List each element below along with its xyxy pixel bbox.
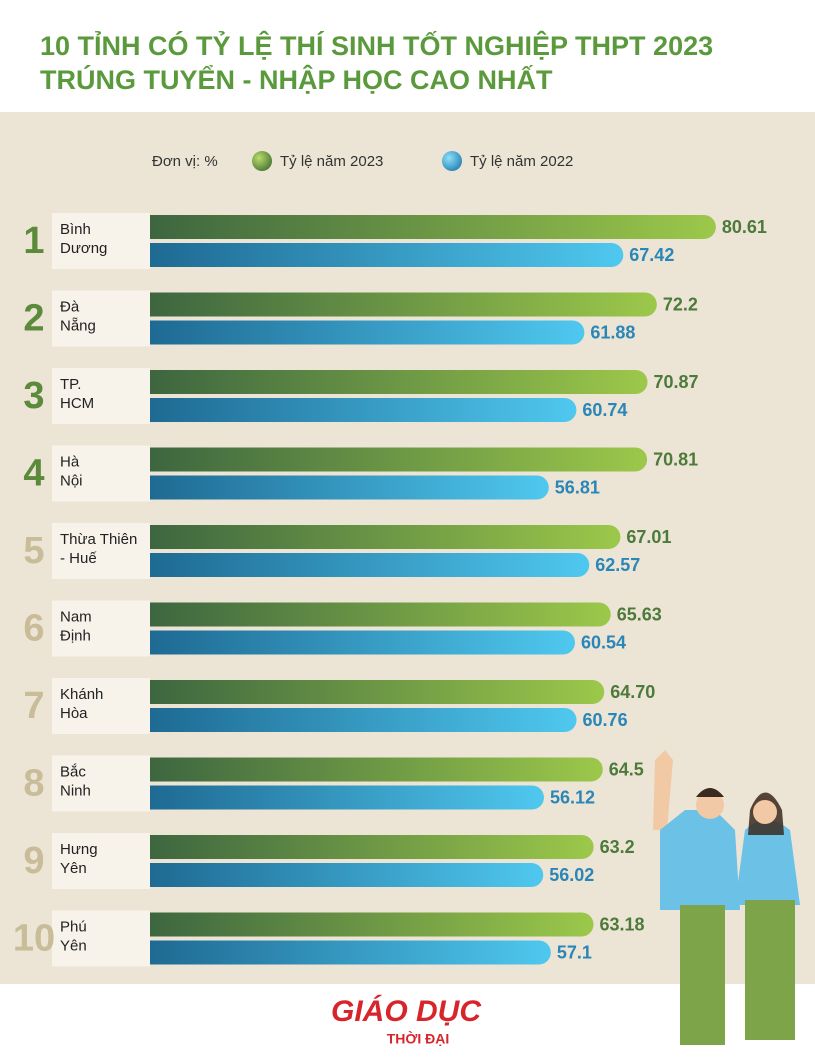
value-label: 67.42 [629,245,674,265]
category-label: Khánh [60,686,103,703]
bar [150,553,590,577]
category-label: Yên [60,937,87,954]
category-label: HCM [60,395,94,412]
category-label: Nội [60,472,83,489]
label-box [52,523,150,579]
value-label: 80.61 [722,217,767,237]
bar [150,320,585,345]
category-label: Phú [60,918,87,935]
label-box [52,755,150,812]
label-box [52,600,150,657]
bar [150,680,605,704]
value-label: 65.63 [617,604,662,624]
bar [150,243,624,267]
bar [150,447,648,472]
category-label: Thừa Thiên [60,531,137,548]
rank: 7 [23,685,44,727]
rank: 2 [23,298,44,340]
category-label: - Huế [60,550,97,567]
bar [150,475,549,500]
value-label: 67.01 [626,527,671,547]
rank: 4 [23,453,44,495]
label-box [52,290,150,347]
rank: 10 [13,918,55,960]
legend-label: Tỷ lệ năm 2023 [280,153,383,170]
bar [150,398,577,422]
rank: 5 [23,530,44,572]
category-label: Nam [60,608,92,625]
label-box [52,213,150,269]
category-label: Bắc [60,763,86,780]
category-label: Hòa [60,705,88,722]
bar [150,757,603,782]
bar [150,370,648,394]
bar [150,525,621,549]
legend-swatch [442,151,462,171]
value-label: 63.18 [600,914,645,934]
category-label: TP. [60,376,81,393]
value-label: 70.87 [654,372,699,392]
label-box [52,368,150,424]
bar [150,785,544,810]
value-label: 61.88 [590,322,635,342]
bar [150,940,551,965]
bar [150,835,594,859]
bar [150,863,544,887]
category-label: Dương [60,240,107,257]
rank: 6 [23,608,44,650]
bar [150,602,611,627]
legend-swatch [252,151,272,171]
logo-bottom: THỜI ĐẠI [387,1030,450,1047]
category-label: Nẵng [60,317,96,334]
category-label: Đà [60,298,80,315]
value-label: 63.2 [600,837,635,857]
value-label: 60.54 [581,632,626,652]
category-label: Hưng [60,841,98,858]
label-box [52,445,150,502]
title-line: 10 TỈNH CÓ TỶ LỆ THÍ SINH TỐT NGHIỆP THP… [40,29,713,61]
value-label: 56.12 [550,787,595,807]
label-box [52,678,150,734]
value-label: 56.02 [549,865,594,885]
value-label: 57.1 [557,942,592,962]
logo-top: GIÁO DỤC [331,994,482,1028]
bar [150,215,716,239]
rank: 9 [23,840,44,882]
category-label: Hà [60,453,80,470]
value-label: 72.2 [663,294,698,314]
category-label: Bình [60,221,91,238]
bar [150,912,594,937]
category-label: Ninh [60,782,91,799]
rank: 3 [23,375,44,417]
unit-label: Đơn vị: % [152,153,218,170]
label-box [52,833,150,889]
bar [150,292,657,317]
category-label: Yên [60,860,87,877]
rank: 8 [23,763,44,805]
label-box [52,910,150,967]
illustration [653,750,800,1045]
title-line: TRÚNG TUYỂN - NHẬP HỌC CAO NHẤT [40,64,553,95]
rank: 1 [23,220,44,262]
value-label: 64.5 [609,759,644,779]
value-label: 56.81 [555,477,600,497]
value-label: 64.70 [610,682,655,702]
value-label: 70.81 [653,449,698,469]
bar [150,630,575,655]
category-label: Định [60,627,91,644]
value-label: 60.76 [583,710,628,730]
value-label: 62.57 [595,555,640,575]
legend-label: Tỷ lệ năm 2022 [470,153,573,170]
bar [150,708,577,732]
value-label: 60.74 [582,400,627,420]
